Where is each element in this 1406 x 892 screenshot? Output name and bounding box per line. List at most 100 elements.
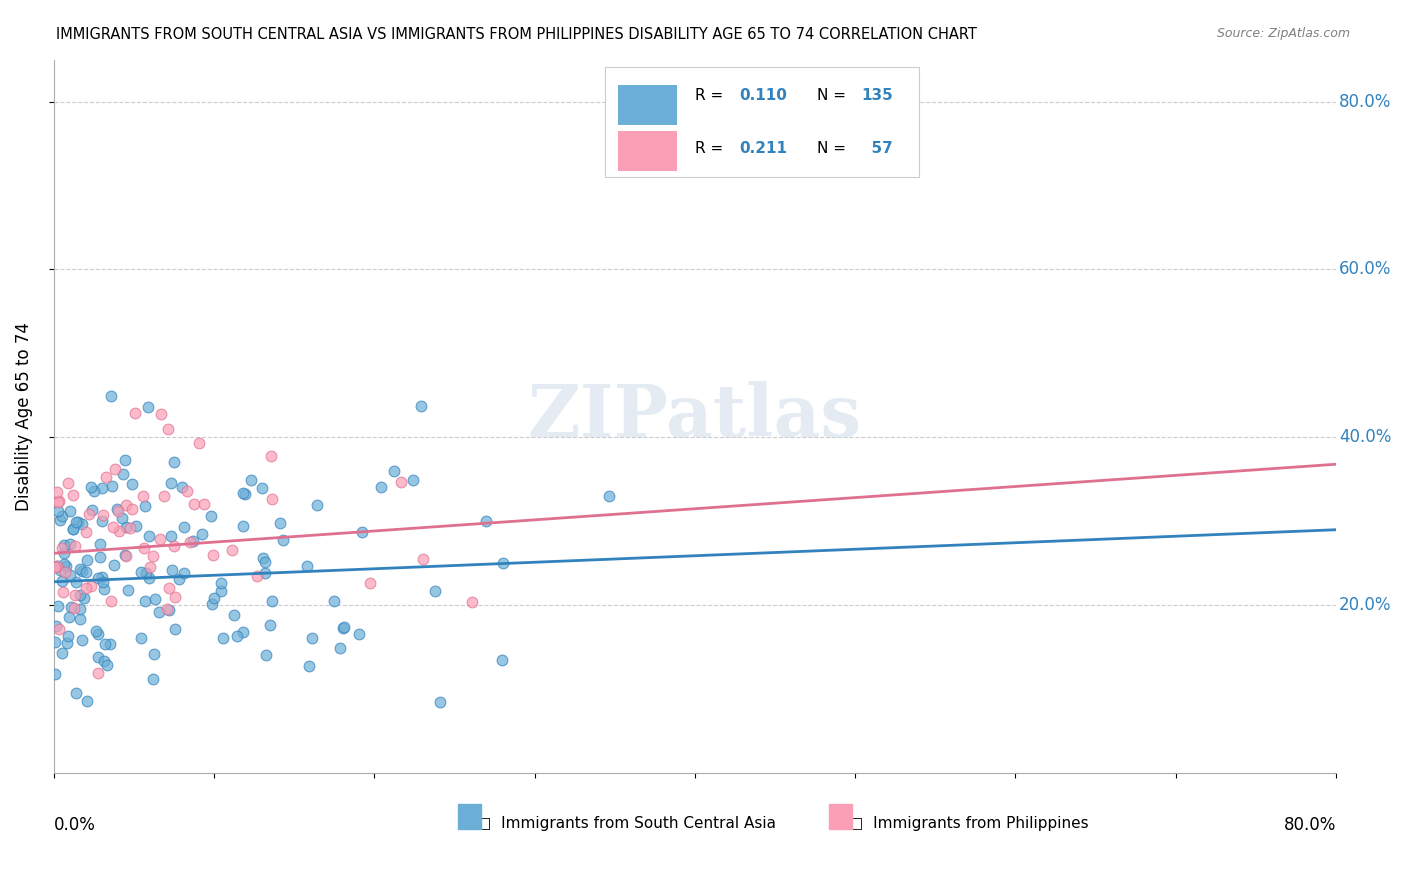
Point	[56, 635, 79, 649]
Point	[232, 625, 254, 640]
Point	[153, 489, 176, 503]
Point	[193, 497, 215, 511]
Point	[260, 449, 283, 463]
Point	[232, 485, 254, 500]
Point	[254, 566, 277, 580]
Text: 57: 57	[862, 141, 893, 156]
Point	[103, 558, 125, 572]
Point	[305, 498, 328, 512]
Point	[129, 565, 152, 579]
Point	[322, 593, 344, 607]
Point	[136, 401, 159, 415]
Point	[298, 658, 321, 673]
Point	[332, 621, 354, 635]
Point	[105, 501, 128, 516]
Point	[259, 617, 281, 632]
Point	[201, 598, 224, 612]
Point	[87, 650, 110, 665]
Point	[121, 501, 143, 516]
Y-axis label: Disability Age 65 to 74: Disability Age 65 to 74	[15, 322, 32, 511]
Point	[76, 693, 98, 707]
Point	[423, 583, 446, 598]
Point	[75, 565, 97, 579]
Text: IMMIGRANTS FROM SOUTH CENTRAL ASIA VS IMMIGRANTS FROM PHILIPPINES DISABILITY AGE: IMMIGRANTS FROM SOUTH CENTRAL ASIA VS IM…	[56, 27, 977, 42]
Point	[246, 569, 269, 583]
Point	[350, 524, 373, 539]
Point	[117, 582, 139, 597]
Point	[460, 595, 482, 609]
Point	[93, 655, 115, 669]
Point	[86, 571, 108, 585]
Point	[492, 556, 515, 570]
Point	[45, 619, 67, 633]
Point	[77, 507, 100, 521]
Point	[125, 519, 148, 533]
Point	[82, 503, 104, 517]
Point	[44, 666, 66, 681]
Point	[79, 579, 101, 593]
Point	[211, 631, 233, 645]
Point	[87, 627, 110, 641]
Point	[157, 603, 180, 617]
Point	[72, 632, 94, 647]
Point	[160, 475, 183, 490]
Bar	[617, 85, 675, 124]
Point	[58, 628, 80, 642]
Point	[52, 546, 75, 560]
Point	[51, 647, 73, 661]
Point	[100, 594, 122, 608]
Text: □  Immigrants from Philippines: □ Immigrants from Philippines	[849, 816, 1088, 831]
Point	[370, 480, 392, 494]
Point	[176, 483, 198, 498]
Text: 60.0%: 60.0%	[1339, 260, 1392, 278]
Point	[271, 533, 294, 548]
Point	[55, 565, 77, 579]
Text: 135: 135	[862, 87, 893, 103]
Point	[86, 666, 108, 681]
Point	[110, 511, 132, 525]
Point	[179, 535, 201, 549]
Point	[51, 508, 73, 523]
Point	[51, 574, 73, 588]
Point	[156, 601, 179, 615]
Point	[149, 532, 172, 546]
Text: Source: ZipAtlas.com: Source: ZipAtlas.com	[1216, 27, 1350, 40]
Point	[163, 539, 186, 553]
Point	[429, 695, 451, 709]
Point	[124, 406, 146, 420]
Point	[58, 610, 80, 624]
Point	[131, 631, 153, 645]
Point	[232, 519, 254, 533]
Point	[65, 686, 87, 700]
Point	[163, 455, 186, 469]
Bar	[830, 804, 852, 829]
Point	[48, 494, 70, 508]
Point	[157, 581, 180, 595]
Point	[59, 600, 82, 615]
Point	[409, 400, 432, 414]
Text: 0.0%: 0.0%	[53, 816, 96, 834]
Point	[52, 584, 75, 599]
Point	[107, 524, 129, 538]
Point	[104, 461, 127, 475]
Point	[83, 484, 105, 499]
Point	[100, 389, 122, 403]
Point	[48, 494, 70, 508]
Point	[221, 543, 243, 558]
Point	[134, 541, 156, 556]
Point	[52, 538, 75, 552]
Point	[333, 620, 356, 634]
Point	[91, 514, 114, 528]
Point	[55, 559, 77, 574]
Text: N =: N =	[817, 141, 851, 156]
Point	[62, 488, 84, 502]
Point	[226, 630, 249, 644]
Point	[94, 637, 117, 651]
Point	[138, 571, 160, 585]
Point	[62, 522, 84, 536]
Point	[260, 491, 283, 506]
Text: 0.110: 0.110	[740, 87, 787, 103]
Point	[62, 522, 84, 536]
Point	[93, 582, 115, 596]
Point	[76, 553, 98, 567]
